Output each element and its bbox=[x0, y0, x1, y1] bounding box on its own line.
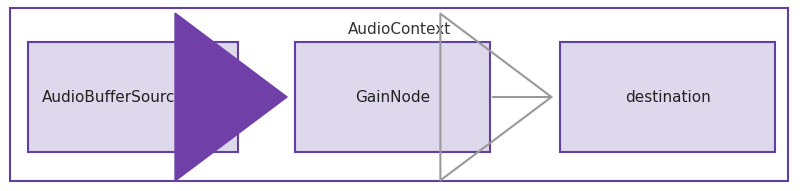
Text: destination: destination bbox=[625, 90, 710, 104]
Text: AudioBufferSourceNode: AudioBufferSourceNode bbox=[42, 90, 225, 104]
Text: AudioContext: AudioContext bbox=[348, 22, 452, 37]
Bar bbox=[28, 42, 238, 152]
Bar bbox=[295, 42, 490, 152]
Text: GainNode: GainNode bbox=[355, 90, 430, 104]
Bar bbox=[560, 42, 775, 152]
